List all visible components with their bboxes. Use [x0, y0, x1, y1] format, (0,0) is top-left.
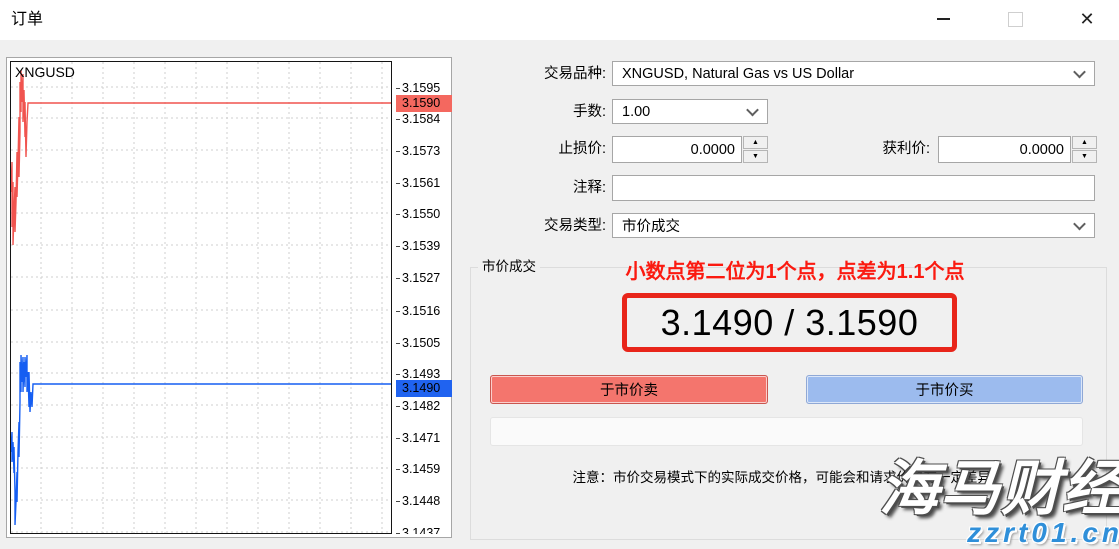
- axis-tick: 3.1459: [396, 461, 440, 477]
- axis-tick: 3.1539: [396, 238, 440, 254]
- bid-ask-price-display: 3.1490 / 3.1590: [622, 293, 957, 352]
- order-result-bar: [490, 417, 1083, 446]
- maximize-button[interactable]: [999, 0, 1031, 38]
- axis-tick: 3.1471: [396, 430, 440, 446]
- axis-tick: 3.1561: [396, 175, 440, 191]
- axis-tick: 3.1448: [396, 493, 440, 509]
- take-profit-label: 获利价:: [882, 141, 930, 157]
- volume-select[interactable]: 1.00: [612, 99, 768, 124]
- comment-label: 注释:: [572, 180, 606, 196]
- symbol-select-value: XNGUSD, Natural Gas vs US Dollar: [622, 65, 855, 82]
- execution-notice: 注意：市价交易模式下的实际成交价格，可能会和请求价格有一定差异！: [572, 470, 1005, 485]
- chevron-down-icon: [1073, 65, 1086, 78]
- volume-label: 手数:: [572, 104, 606, 120]
- stop-loss-down-button[interactable]: ▼: [743, 150, 768, 163]
- stop-loss-value[interactable]: 0.0000: [612, 136, 742, 163]
- stop-loss-up-button[interactable]: ▲: [743, 136, 768, 149]
- sell-by-market-button[interactable]: 于市价卖: [490, 375, 768, 404]
- take-profit-down-button[interactable]: ▼: [1072, 150, 1097, 163]
- take-profit-stepper[interactable]: 0.0000 ▲ ▼: [938, 136, 1097, 163]
- axis-tick: 3.1482: [396, 398, 440, 414]
- tick-chart-plot: XNGUSD: [10, 61, 392, 534]
- axis-tick: 3.1505: [396, 335, 440, 351]
- symbol-select[interactable]: XNGUSD, Natural Gas vs US Dollar: [612, 61, 1095, 86]
- maximize-icon: [1007, 11, 1023, 27]
- tick-chart-canvas: [11, 62, 391, 533]
- spread-annotation: 小数点第二位为1个点，点差为1.1个点: [625, 261, 965, 283]
- axis-tick: 3.1437: [396, 525, 440, 534]
- chevron-down-icon: [1073, 217, 1086, 230]
- take-profit-up-button[interactable]: ▲: [1072, 136, 1097, 149]
- bid-ask-price-text: 3.1490 / 3.1590: [660, 301, 919, 343]
- comment-field[interactable]: [612, 175, 1095, 201]
- symbol-label: 交易品种:: [543, 66, 606, 82]
- bid-price-badge: 3.1490: [396, 380, 452, 397]
- axis-tick: 3.1595: [396, 80, 440, 96]
- close-button[interactable]: ✕: [1071, 0, 1103, 38]
- axis-tick: 3.1527: [396, 270, 440, 286]
- axis-tick: 3.1550: [396, 206, 440, 222]
- axis-tick: 3.1584: [396, 111, 440, 127]
- order-type-label: 交易类型:: [543, 218, 606, 234]
- market-execution-group-title: 市价成交: [478, 259, 540, 275]
- window-title: 订单: [11, 11, 44, 28]
- buy-by-market-button[interactable]: 于市价买: [806, 375, 1083, 404]
- arrow-down-icon: ▼: [1081, 153, 1088, 160]
- arrow-up-icon: ▲: [1081, 139, 1088, 146]
- titlebar: 订单 ✕: [0, 0, 1119, 40]
- price-axis: 3.1595 3.1584 3.1573 3.1561 3.1550 3.1539 3.15…: [396, 62, 452, 534]
- close-icon: ✕: [1079, 9, 1095, 29]
- axis-tick: 3.1493: [396, 366, 440, 382]
- take-profit-value[interactable]: 0.0000: [938, 136, 1071, 163]
- volume-select-value: 1.00: [622, 103, 651, 120]
- minimize-button[interactable]: [927, 0, 959, 38]
- arrow-down-icon: ▼: [752, 153, 759, 160]
- stop-loss-label: 止损价:: [558, 141, 606, 157]
- chevron-down-icon: [746, 103, 759, 116]
- chart-symbol-label: XNGUSD: [15, 64, 75, 80]
- tick-chart: XNGUSD 3.1595 3.1584 3.1573 3.1561 3.1550 3.1…: [6, 57, 452, 538]
- minimize-icon: [936, 18, 950, 20]
- axis-tick: 3.1573: [396, 143, 440, 159]
- market-execution-group: [470, 267, 1107, 540]
- order-type-select[interactable]: 市价成交: [612, 213, 1095, 238]
- arrow-up-icon: ▲: [752, 139, 759, 146]
- axis-tick: 3.1516: [396, 303, 440, 319]
- stop-loss-stepper[interactable]: 0.0000 ▲ ▼: [612, 136, 768, 163]
- ask-price-badge: 3.1590: [396, 95, 452, 112]
- order-type-select-value: 市价成交: [622, 219, 680, 235]
